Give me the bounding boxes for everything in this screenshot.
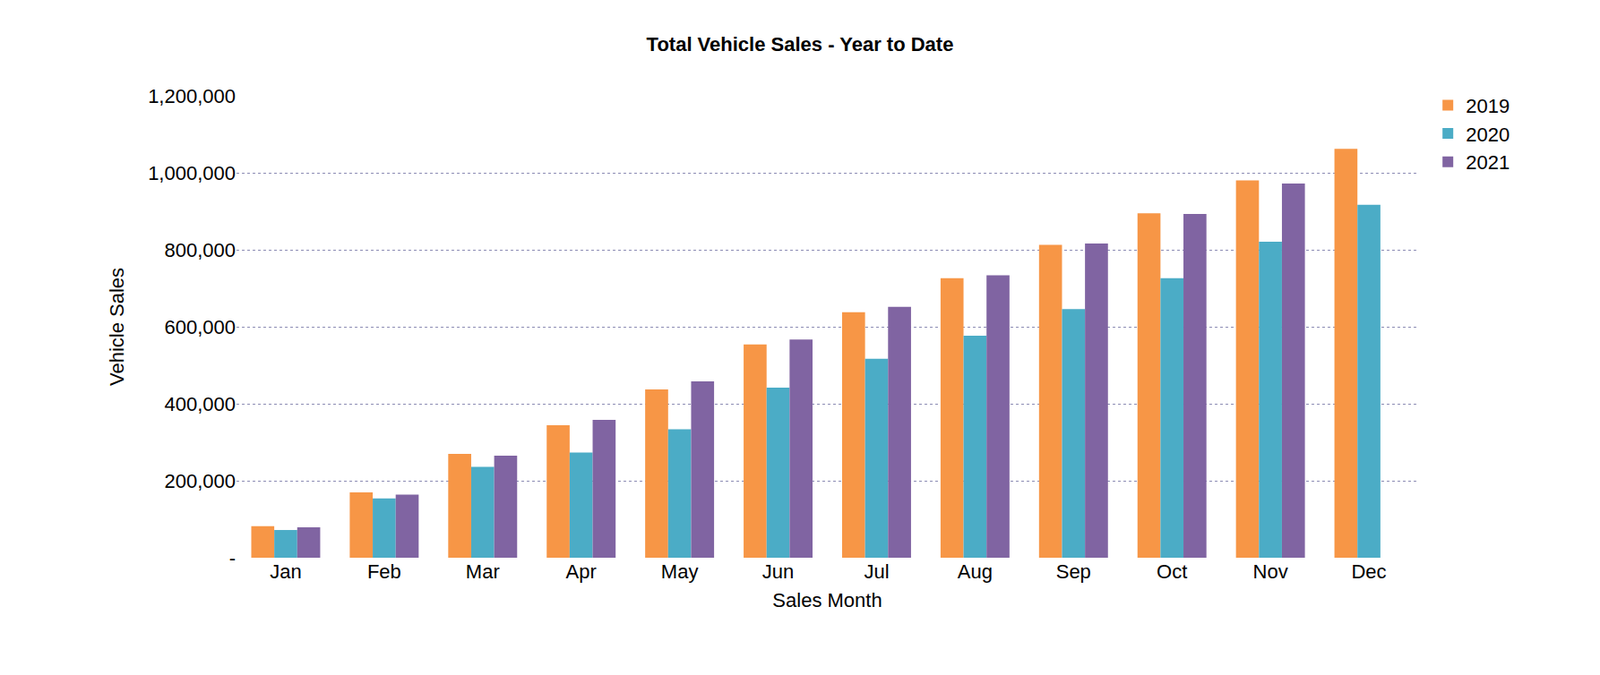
svg-text:Jan: Jan <box>269 560 302 584</box>
svg-text:800,000: 800,000 <box>163 239 236 262</box>
svg-text:Sep: Sep <box>1056 560 1092 584</box>
svg-text:Sales Month: Sales Month <box>772 589 882 612</box>
svg-text:Mar: Mar <box>465 560 500 584</box>
svg-text:2019: 2019 <box>1465 94 1510 118</box>
svg-text:2021: 2021 <box>1465 151 1510 174</box>
svg-text:2020: 2020 <box>1465 123 1510 147</box>
svg-text:Apr: Apr <box>566 560 597 584</box>
svg-text:Total Vehicle Sales - Year to: Total Vehicle Sales - Year to Date <box>646 33 955 56</box>
svg-text:-: - <box>229 547 236 570</box>
svg-text:Jul: Jul <box>863 560 889 584</box>
svg-text:400,000: 400,000 <box>163 393 236 416</box>
svg-text:Jun: Jun <box>762 560 794 584</box>
svg-text:1,000,000: 1,000,000 <box>147 162 236 185</box>
svg-text:600,000: 600,000 <box>163 316 236 339</box>
svg-text:Aug: Aug <box>957 560 993 584</box>
svg-text:200,000: 200,000 <box>163 470 236 493</box>
svg-text:Vehicle Sales: Vehicle Sales <box>105 267 129 387</box>
svg-text:Dec: Dec <box>1350 560 1386 584</box>
svg-text:1,200,000: 1,200,000 <box>147 85 236 108</box>
svg-text:May: May <box>661 560 699 584</box>
svg-text:Oct: Oct <box>1156 560 1188 584</box>
svg-text:Feb: Feb <box>367 560 402 584</box>
svg-text:Nov: Nov <box>1253 560 1289 584</box>
